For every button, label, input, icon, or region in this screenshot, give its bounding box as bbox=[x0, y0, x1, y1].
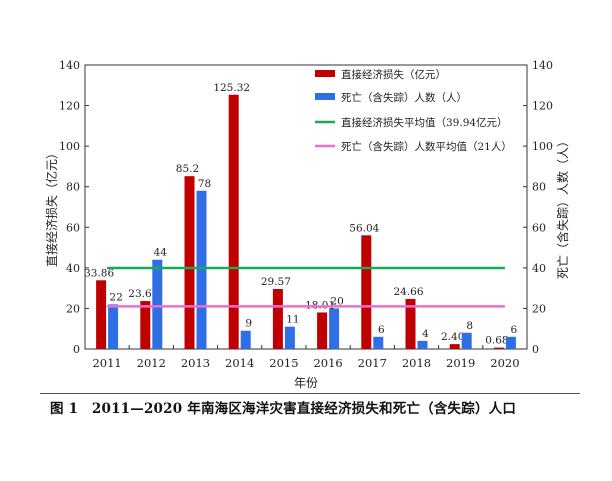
data-label: 44 bbox=[154, 247, 168, 259]
bar-deaths bbox=[329, 308, 340, 349]
data-label: 125.32 bbox=[213, 82, 250, 94]
y2-tick-label: 0 bbox=[532, 343, 539, 356]
y2-tick-label: 40 bbox=[532, 262, 546, 275]
y2-tick-label: 120 bbox=[532, 100, 553, 113]
y2-tick-label: 20 bbox=[532, 302, 546, 315]
legend-swatch bbox=[315, 70, 335, 77]
y2-axis-title: 死亡（含失踪）人数（人） bbox=[555, 135, 570, 279]
y-tick-label: 100 bbox=[59, 140, 80, 153]
legend-label: 直接经济损失（亿元） bbox=[341, 68, 446, 81]
bar-loss bbox=[317, 312, 328, 349]
x-tick-label: 2017 bbox=[358, 356, 387, 370]
data-label: 9 bbox=[245, 318, 252, 330]
x-tick-label: 2014 bbox=[225, 356, 254, 370]
bar-deaths bbox=[461, 332, 472, 349]
y2-tick-label: 80 bbox=[532, 181, 546, 194]
y-tick-label: 0 bbox=[73, 343, 80, 356]
data-label: 24.66 bbox=[393, 286, 423, 298]
x-tick-label: 2013 bbox=[181, 356, 210, 370]
bar-loss bbox=[96, 280, 107, 349]
bar-loss bbox=[493, 347, 504, 349]
legend-swatch bbox=[315, 93, 335, 100]
bar-deaths bbox=[284, 326, 295, 349]
x-tick-label: 2011 bbox=[92, 356, 121, 370]
data-label: 8 bbox=[466, 320, 473, 332]
bar-deaths bbox=[152, 259, 163, 349]
data-label: 4 bbox=[422, 328, 429, 340]
data-label: 0.68 bbox=[485, 335, 508, 347]
data-label: 23.63 bbox=[128, 288, 158, 300]
y-tick-label: 120 bbox=[59, 100, 80, 113]
bar-deaths bbox=[196, 190, 207, 349]
x-axis-title: 年份 bbox=[294, 376, 318, 390]
y-tick-label: 140 bbox=[59, 59, 80, 72]
bar-loss bbox=[405, 298, 416, 349]
bar-loss bbox=[361, 235, 372, 349]
data-label: 6 bbox=[378, 324, 385, 336]
y2-tick-label: 60 bbox=[532, 221, 546, 234]
data-label: 20 bbox=[330, 295, 343, 307]
data-label: 6 bbox=[511, 324, 518, 336]
bar-deaths bbox=[417, 340, 428, 349]
y-tick-label: 60 bbox=[66, 221, 80, 234]
data-label: 11 bbox=[286, 314, 299, 326]
x-tick-label: 2012 bbox=[137, 356, 166, 370]
bar-loss bbox=[184, 176, 195, 349]
bar-deaths bbox=[240, 330, 251, 349]
data-label: 33.86 bbox=[84, 267, 114, 279]
legend-label: 死亡（含失踪）人数（人） bbox=[341, 91, 467, 104]
bar-deaths bbox=[108, 304, 119, 349]
data-label: 29.57 bbox=[261, 276, 291, 288]
data-label: 2.40 bbox=[441, 331, 464, 343]
y-tick-label: 20 bbox=[66, 302, 80, 315]
x-tick-label: 2015 bbox=[269, 356, 298, 370]
data-label: 22 bbox=[109, 291, 122, 303]
x-tick-label: 2019 bbox=[446, 356, 475, 370]
legend-label: 直接经济损失平均值（39.94亿元） bbox=[341, 116, 508, 129]
y-tick-label: 80 bbox=[66, 181, 80, 194]
data-label: 85.2 bbox=[176, 163, 199, 175]
bar-loss bbox=[140, 301, 151, 349]
bar-deaths bbox=[373, 336, 384, 349]
legend-label: 死亡（含失踪）人数平均值（21人） bbox=[341, 140, 512, 153]
data-label: 78 bbox=[198, 178, 211, 190]
bar-loss bbox=[449, 344, 460, 349]
x-tick-label: 2020 bbox=[490, 356, 519, 370]
caption-rule bbox=[40, 393, 580, 394]
figure-caption: 图 1 2011—2020 年南海区海洋灾害直接经济损失和死亡（含失踪）人口 bbox=[50, 401, 517, 417]
bar-deaths bbox=[505, 336, 516, 349]
bar-loss bbox=[272, 289, 283, 349]
bar-loss bbox=[228, 94, 239, 350]
data-label: 56.04 bbox=[349, 222, 379, 234]
y2-tick-label: 140 bbox=[532, 59, 553, 72]
y-axis-title: 直接经济损失（亿元） bbox=[44, 147, 59, 267]
y-tick-label: 40 bbox=[66, 262, 80, 275]
x-tick-label: 2018 bbox=[402, 356, 431, 370]
y2-tick-label: 100 bbox=[532, 140, 553, 153]
x-tick-label: 2016 bbox=[313, 356, 342, 370]
